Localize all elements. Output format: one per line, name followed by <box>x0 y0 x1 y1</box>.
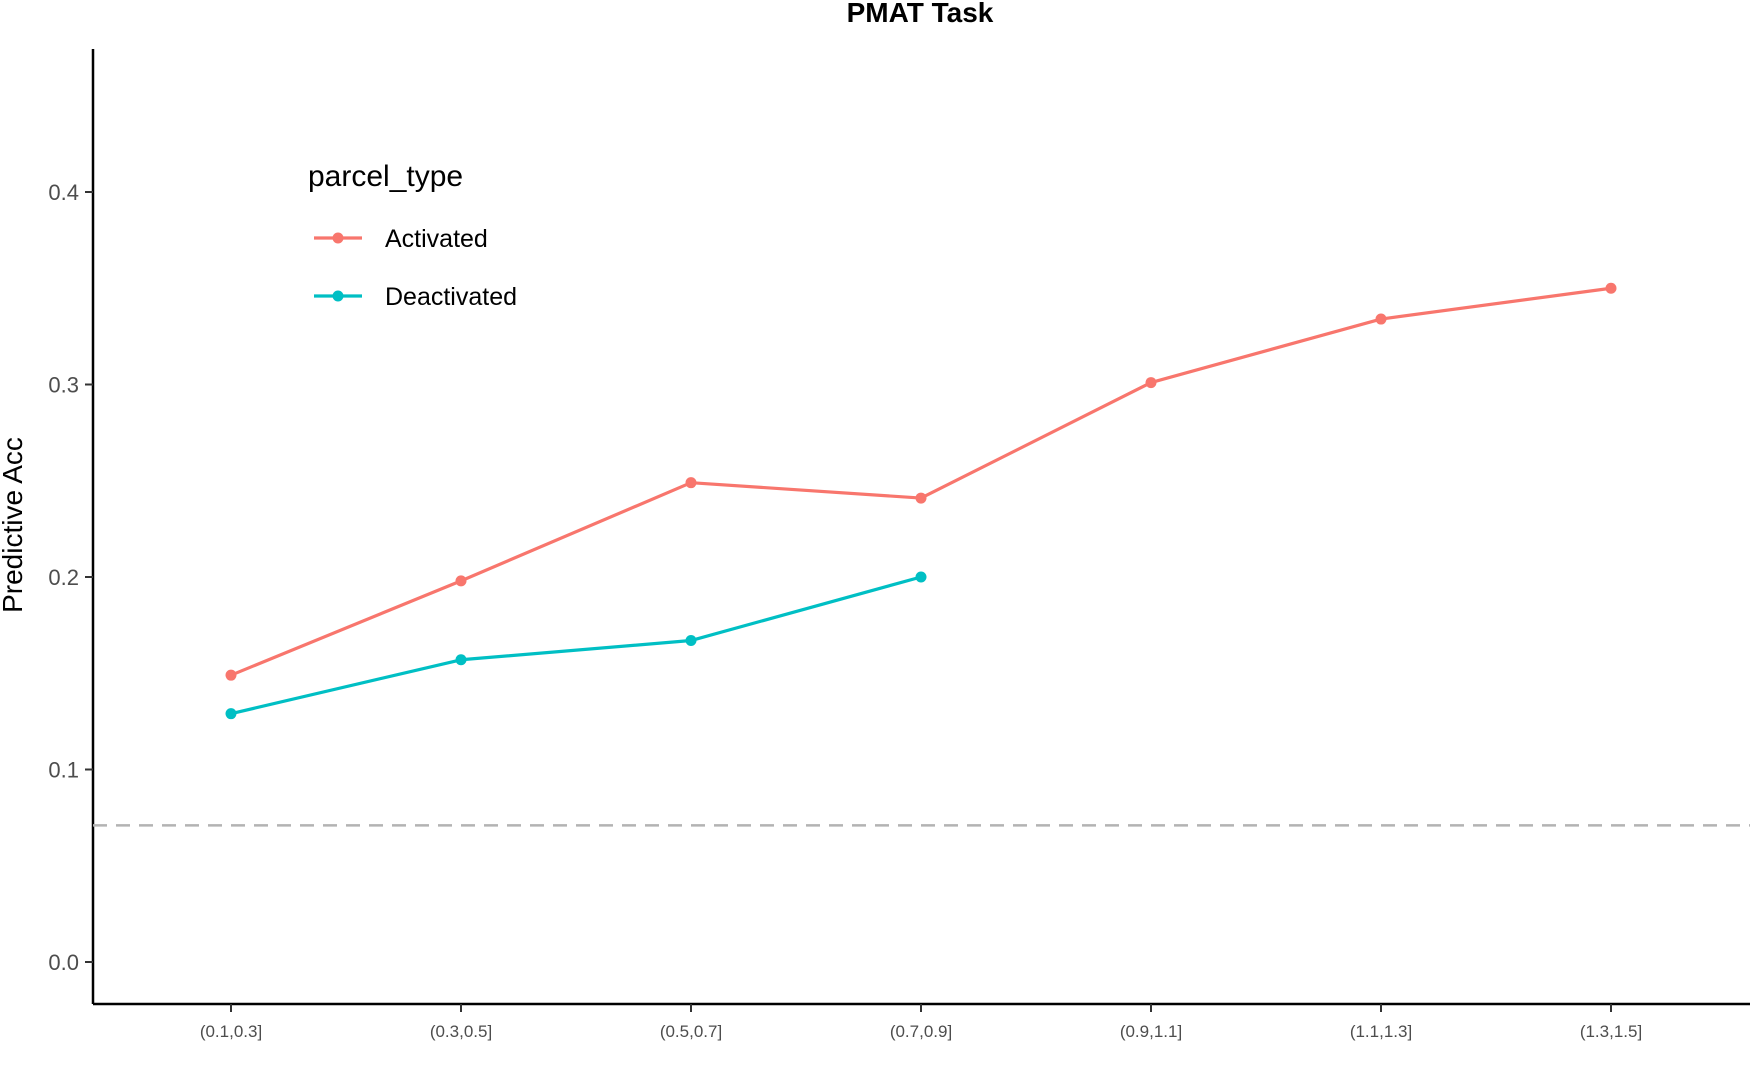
y-ticks: 0.0 0.1 0.2 0.3 0.4 <box>48 180 93 975</box>
data-point-activated <box>1375 313 1387 325</box>
legend-label-deactivated: Deactivated <box>385 283 517 311</box>
y-tick-label: 0.1 <box>48 758 79 783</box>
legend: parcel_type Activated Deactivated <box>308 160 517 311</box>
y-tick-label: 0.2 <box>48 565 79 590</box>
x-tick-label: (0.1,0.3] <box>200 1022 262 1041</box>
data-point-activated <box>225 669 237 681</box>
y-tick-label: 0.0 <box>48 950 79 975</box>
data-point-activated <box>685 477 697 489</box>
data-point-deactivated <box>225 708 237 720</box>
legend-label-activated: Activated <box>385 225 488 253</box>
y-tick-label: 0.3 <box>48 373 79 398</box>
chart-title: PMAT Task <box>847 0 994 28</box>
legend-title: parcel_type <box>308 160 463 193</box>
legend-items: Activated Deactivated <box>314 225 517 311</box>
x-tick-label: (1.3,1.5] <box>1580 1022 1642 1041</box>
y-tick-label: 0.4 <box>48 180 79 205</box>
series-layer <box>225 282 1617 720</box>
data-point-activated <box>1605 282 1617 294</box>
legend-key-point-deactivated <box>332 290 344 302</box>
data-point-activated <box>1145 377 1157 389</box>
x-ticks: (0.1,0.3] (0.3,0.5] (0.5,0.7] (0.7,0.9] (0.9… <box>200 1004 1642 1041</box>
series-line-deactivated <box>230 575 922 716</box>
data-point-activated <box>455 575 467 587</box>
x-tick-label: (1.1,1.3] <box>1350 1022 1412 1041</box>
x-tick-label: (0.5,0.7] <box>660 1022 722 1041</box>
y-axis-title: Predictive Acc <box>0 437 28 613</box>
data-point-deactivated <box>455 654 467 666</box>
data-point-deactivated <box>915 571 927 583</box>
x-tick-label: (0.3,0.5] <box>430 1022 492 1041</box>
x-tick-label: (0.7,0.9] <box>890 1022 952 1041</box>
legend-key-point-activated <box>332 232 344 244</box>
data-point-deactivated <box>685 635 697 647</box>
x-tick-label: (0.9,1.1] <box>1120 1022 1182 1041</box>
data-point-activated <box>915 492 927 504</box>
series-line-activated <box>230 286 1612 677</box>
